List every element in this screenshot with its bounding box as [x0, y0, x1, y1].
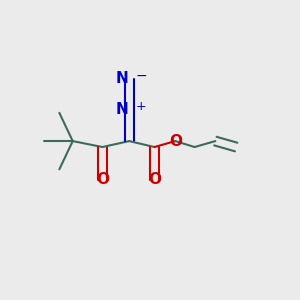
Text: N: N	[116, 102, 128, 117]
Text: O: O	[96, 172, 109, 187]
Text: −: −	[135, 69, 147, 83]
Text: O: O	[148, 172, 161, 187]
Text: +: +	[135, 100, 146, 113]
Text: O: O	[169, 134, 182, 148]
Text: N: N	[116, 71, 128, 86]
